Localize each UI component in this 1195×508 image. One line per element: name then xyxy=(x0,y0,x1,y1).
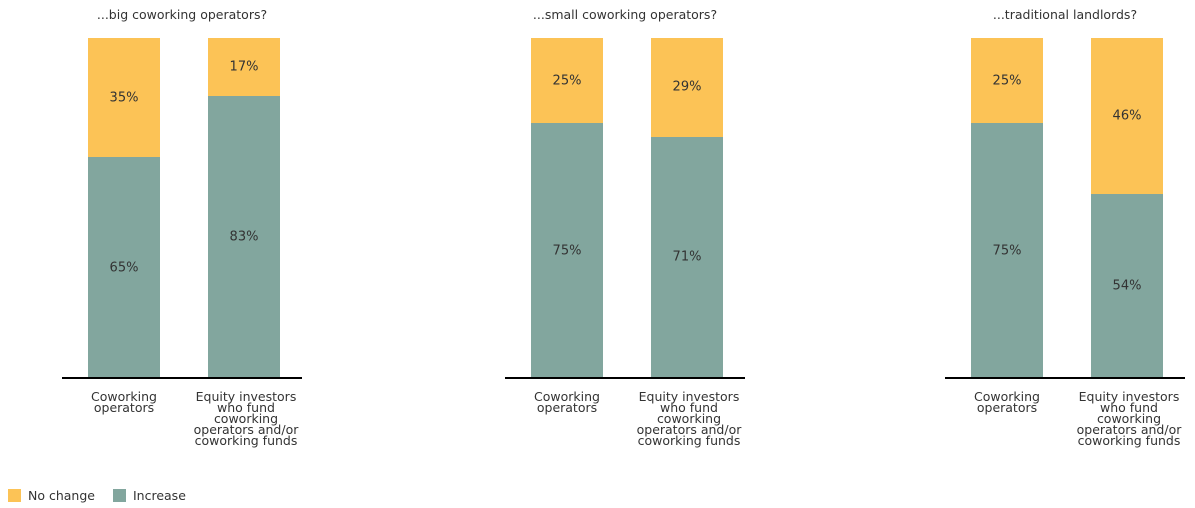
data-label-increase: 65% xyxy=(109,260,139,275)
data-label-no-change: 35% xyxy=(109,90,139,105)
data-label-no-change: 25% xyxy=(992,73,1022,88)
bar-segment-increase xyxy=(1091,194,1163,378)
data-label-increase: 75% xyxy=(992,243,1022,258)
data-label-increase: 54% xyxy=(1112,278,1142,294)
category-label-line: who fund xyxy=(660,400,718,415)
bar-segment-no-change xyxy=(208,38,280,96)
data-label-increase: 75% xyxy=(552,243,582,258)
bar-1: 25% 75% xyxy=(971,38,1043,378)
x-axis-baseline xyxy=(505,377,745,379)
bar-segment-increase xyxy=(88,157,160,378)
category-label-line: who fund xyxy=(1100,400,1158,415)
bar-segment-no-change xyxy=(88,38,160,157)
x-axis-baseline xyxy=(62,377,302,379)
category-label-line: coworking funds xyxy=(637,433,741,448)
bar-segment-no-change xyxy=(651,38,723,137)
panel-title: ...traditional landlords? xyxy=(992,7,1138,22)
data-label-increase: 71% xyxy=(672,249,702,265)
category-label: Coworking operators xyxy=(502,389,632,415)
category-label-line: operators xyxy=(976,400,1038,415)
category-label-line: operators xyxy=(93,400,155,415)
bar-segment-increase xyxy=(531,123,603,378)
bar-segment-increase xyxy=(971,123,1043,378)
legend-item-increase: Increase xyxy=(112,488,186,503)
bar-2: 17% 83% xyxy=(208,38,280,378)
category-label-line: coworking xyxy=(656,411,722,426)
category-label-line: coworking funds xyxy=(1077,433,1181,448)
category-label-line: operators xyxy=(536,400,598,415)
bar-segment-no-change xyxy=(971,38,1043,123)
legend-swatch-no-change xyxy=(8,489,21,502)
bar-segment-increase xyxy=(651,136,723,378)
legend-item-no-change: No change xyxy=(8,488,95,503)
data-label-no-change: 25% xyxy=(552,73,582,88)
panel-title: ...big coworking operators? xyxy=(96,7,268,22)
category-label-line: operators and/or xyxy=(193,422,299,437)
category-label: Equity investors who fund coworking operato… xyxy=(1064,389,1194,448)
category-label-line: operators and/or xyxy=(1076,422,1182,437)
category-label-line: Coworking xyxy=(974,389,1040,404)
category-label-line: coworking funds xyxy=(194,433,298,448)
bar-2: 46% 54% xyxy=(1091,38,1163,378)
chart-panel-1: ...big coworking operators? 35% 65% Coworki… xyxy=(62,0,302,470)
bar-segment-no-change xyxy=(1091,38,1163,195)
legend: No change Increase xyxy=(8,488,204,503)
category-label: Equity investors who fund coworking operato… xyxy=(624,389,754,448)
category-label-line: operators and/or xyxy=(636,422,742,437)
category-label-line: who fund xyxy=(217,400,275,415)
x-axis-baseline xyxy=(945,377,1185,379)
legend-swatch-increase xyxy=(112,489,126,502)
category-label-line: Equity investors xyxy=(1078,389,1180,404)
category-label-line: coworking xyxy=(1096,411,1162,426)
category-label-line: Coworking xyxy=(534,389,600,404)
category-label: Equity investors who fund coworking operato… xyxy=(181,389,311,448)
data-label-increase: 83% xyxy=(229,229,259,245)
bar-2: 29% 71% xyxy=(651,38,723,378)
bar-segment-no-change xyxy=(531,38,603,123)
bar-1: 25% 75% xyxy=(531,38,603,378)
category-label-line: Coworking xyxy=(91,389,157,404)
category-label: Coworking operators xyxy=(59,389,189,415)
legend-label-no-change: No change xyxy=(28,488,95,503)
data-label-no-change: 29% xyxy=(672,79,702,95)
data-label-no-change: 46% xyxy=(1112,108,1142,124)
category-label: Coworking operators xyxy=(942,389,1072,415)
category-label-line: Equity investors xyxy=(638,389,740,404)
category-label-line: coworking xyxy=(213,411,279,426)
category-label-line: Equity investors xyxy=(195,389,297,404)
chart-panel-2: ...small coworking operators? 25% 75% Cowor… xyxy=(505,0,745,470)
bar-1: 35% 65% xyxy=(88,38,160,378)
bar-segment-increase xyxy=(208,95,280,378)
legend-label-increase: Increase xyxy=(132,488,186,503)
panel-title: ...small coworking operators? xyxy=(532,7,718,22)
data-label-no-change: 17% xyxy=(229,59,259,75)
chart-panel-3: ...traditional landlords? 25% 75% Coworking… xyxy=(945,0,1185,470)
